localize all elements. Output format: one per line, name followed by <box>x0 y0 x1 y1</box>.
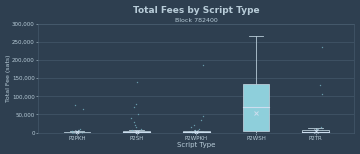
Bar <box>123 131 150 133</box>
Text: Block 782400: Block 782400 <box>175 18 218 23</box>
Bar <box>183 132 210 133</box>
X-axis label: Script Type: Script Type <box>177 142 216 148</box>
Title: Total Fees by Script Type: Total Fees by Script Type <box>133 6 260 15</box>
Bar <box>302 130 329 133</box>
Bar <box>63 132 90 133</box>
Y-axis label: Total Fee (sats): Total Fee (sats) <box>5 54 10 102</box>
Bar <box>243 84 269 132</box>
